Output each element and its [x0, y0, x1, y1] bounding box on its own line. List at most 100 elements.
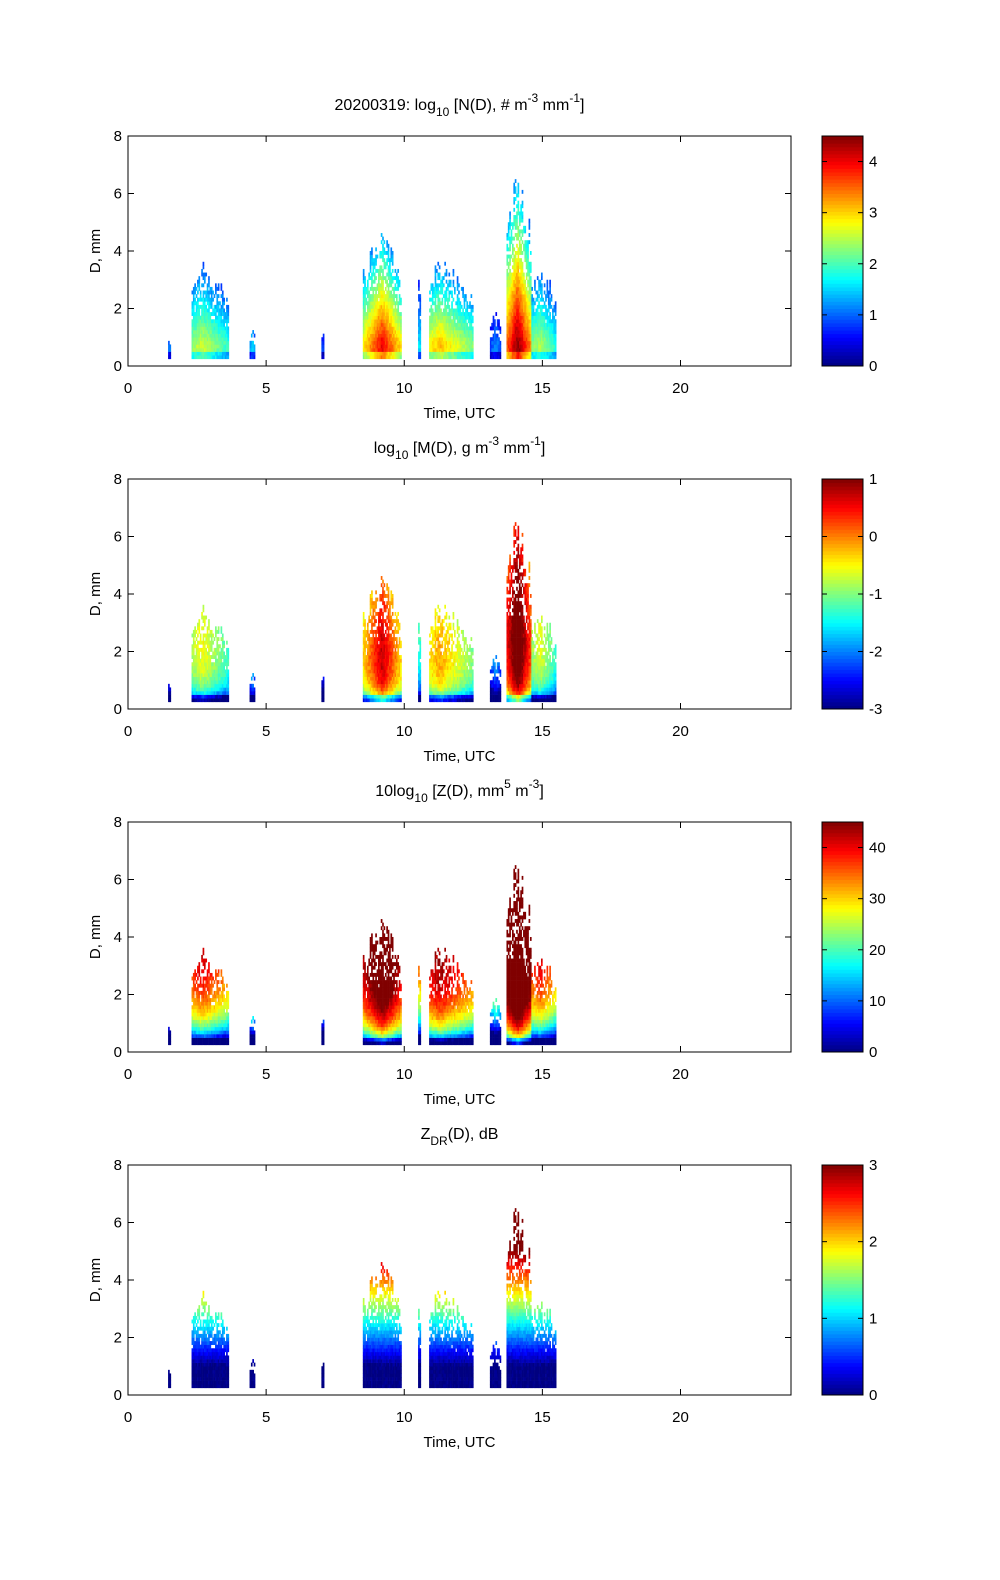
heatmap-cell	[376, 348, 379, 352]
heatmap-cell	[383, 290, 386, 295]
heatmap-cell	[372, 272, 375, 277]
heatmap-cell	[397, 326, 400, 331]
heatmap-cell	[364, 351, 366, 356]
heatmap-cell	[199, 337, 202, 342]
heatmap-cell	[506, 601, 509, 606]
heatmap-cell	[529, 283, 532, 288]
y-tick-label: 6	[114, 186, 122, 203]
heatmap-cell	[451, 644, 453, 649]
heatmap-cell	[394, 626, 397, 631]
heatmap-cell	[513, 182, 516, 187]
heatmap-cell	[536, 290, 539, 295]
heatmap-cell	[373, 344, 376, 349]
heatmap-cell	[389, 265, 391, 270]
heatmap-cell	[217, 312, 220, 316]
heatmap-cell	[391, 268, 394, 273]
heatmap-cell	[368, 333, 371, 338]
heatmap-cell	[209, 344, 212, 349]
heatmap-cell	[389, 348, 391, 352]
heatmap-cell	[364, 355, 366, 360]
heatmap-cell	[419, 662, 422, 667]
heatmap-cell	[224, 319, 227, 324]
heatmap-cell	[208, 312, 210, 316]
heatmap-cell	[210, 330, 213, 334]
heatmap-cell	[516, 222, 518, 227]
heatmap-cell	[202, 312, 205, 316]
heatmap-cell	[554, 351, 557, 356]
heatmap-cell	[554, 301, 557, 306]
heatmap-cell	[366, 301, 369, 306]
heatmap-cell	[459, 301, 462, 306]
heatmap-cell	[398, 622, 401, 627]
title-segment: [M(D), g m	[408, 440, 488, 457]
heatmap-cell	[499, 691, 502, 695]
title-segment: 10	[395, 448, 409, 462]
heatmap-cell	[393, 312, 395, 316]
heatmap-cell	[390, 272, 393, 277]
colorbar-swatch	[822, 211, 863, 216]
heatmap-cell	[198, 330, 201, 334]
heatmap-cell	[521, 268, 524, 273]
heatmap-cell	[226, 322, 228, 327]
heatmap-cell	[387, 319, 390, 324]
heatmap-cell	[364, 337, 366, 342]
heatmap-cell	[208, 619, 210, 624]
heatmap-cell	[375, 326, 377, 331]
heatmap-cell	[217, 333, 220, 338]
heatmap-cell	[371, 344, 373, 349]
heatmap-cell	[528, 222, 531, 227]
heatmap-cell	[394, 611, 397, 616]
heatmap-cell	[221, 312, 224, 316]
heatmap-cell	[395, 344, 398, 349]
heatmap-cell	[371, 333, 373, 338]
heatmap-cell	[382, 348, 384, 352]
heatmap-cell	[194, 319, 196, 324]
heatmap-cell	[517, 207, 520, 212]
heatmap-cell	[430, 297, 433, 302]
heatmap-cell	[249, 355, 252, 360]
heatmap-cell	[371, 355, 373, 360]
heatmap-cell	[224, 315, 227, 320]
heatmap-cell	[430, 348, 433, 352]
colorbar-swatch	[822, 153, 863, 159]
heatmap-cell	[206, 348, 209, 352]
heatmap-cell	[520, 243, 522, 248]
heatmap-cell	[437, 286, 440, 291]
heatmap-cell	[383, 326, 386, 331]
heatmap-cell	[390, 312, 393, 316]
heatmap-cell	[201, 322, 203, 327]
heatmap-cell	[376, 283, 379, 288]
heatmap-cell	[221, 319, 224, 324]
heatmap-cell	[378, 272, 380, 277]
heatmap-cell	[201, 312, 203, 316]
heatmap-cell	[386, 272, 388, 277]
heatmap-cell	[466, 644, 469, 649]
heatmap-cell	[383, 308, 386, 313]
heatmap-cell	[527, 251, 529, 255]
heatmap-cell	[195, 351, 198, 356]
heatmap-cell	[419, 351, 422, 356]
heatmap-cell	[451, 290, 453, 295]
heatmap-cell	[206, 333, 209, 338]
heatmap-cell	[430, 326, 433, 331]
heatmap-cell	[418, 344, 420, 349]
heatmap-cell	[379, 340, 382, 345]
heatmap-cell	[376, 297, 379, 302]
heatmap-cell	[386, 604, 388, 609]
heatmap-cell	[208, 297, 210, 302]
heatmap-cell	[524, 229, 527, 234]
heatmap-cell	[510, 254, 513, 259]
heatmap-cell	[210, 304, 213, 309]
heatmap-cell	[441, 286, 444, 291]
colorbar-swatch	[822, 171, 863, 177]
heatmap-cell	[441, 633, 444, 638]
heatmap-cell	[387, 326, 390, 331]
heatmap-cell	[394, 308, 397, 313]
heatmap-cell	[387, 322, 390, 327]
heatmap-cell	[202, 276, 205, 281]
heatmap-cell	[532, 297, 535, 302]
heatmap-cell	[168, 683, 170, 688]
colorbar-swatch	[822, 150, 863, 155]
heatmap-cell	[364, 283, 366, 288]
heatmap-cell	[532, 308, 535, 313]
